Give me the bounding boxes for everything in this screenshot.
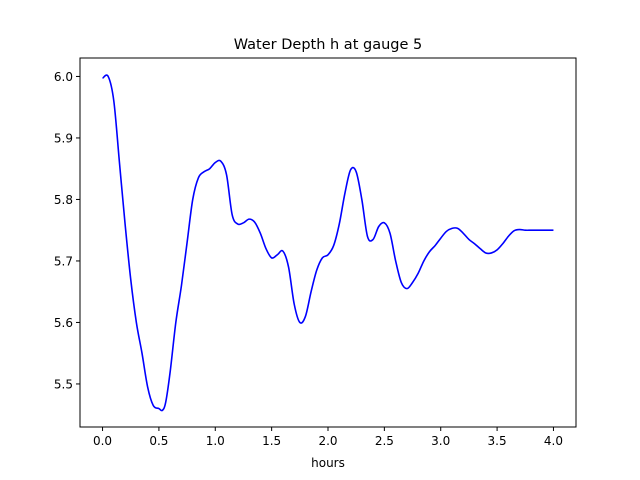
x-tick-label: 2.5 [375, 434, 394, 448]
x-axis: 0.0 0.5 1.0 1.5 2.0 2.5 3.0 3.5 4.0 [93, 427, 563, 448]
x-tick-label: 0.0 [93, 434, 112, 448]
x-tick-label: 2.0 [318, 434, 337, 448]
y-tick-label: 5.7 [54, 254, 73, 268]
y-tick-label: 5.5 [54, 377, 73, 391]
x-tick-label: 3.0 [431, 434, 450, 448]
x-tick-label: 3.5 [488, 434, 507, 448]
x-tick-label: 0.5 [149, 434, 168, 448]
y-tick-label: 5.6 [54, 316, 73, 330]
y-tick-label: 5.8 [54, 193, 73, 207]
chart-title: Water Depth h at gauge 5 [234, 37, 422, 53]
x-tick-label: 1.0 [206, 434, 225, 448]
x-tick-label: 4.0 [544, 434, 563, 448]
y-tick-label: 6.0 [54, 70, 73, 84]
y-axis: 5.5 5.6 5.7 5.8 5.9 6.0 [54, 70, 80, 391]
x-tick-label: 1.5 [262, 434, 281, 448]
y-tick-label: 5.9 [54, 131, 73, 145]
plot-content [102, 74, 554, 412]
series-line-0 [102, 74, 554, 412]
x-axis-label: hours [311, 456, 345, 470]
